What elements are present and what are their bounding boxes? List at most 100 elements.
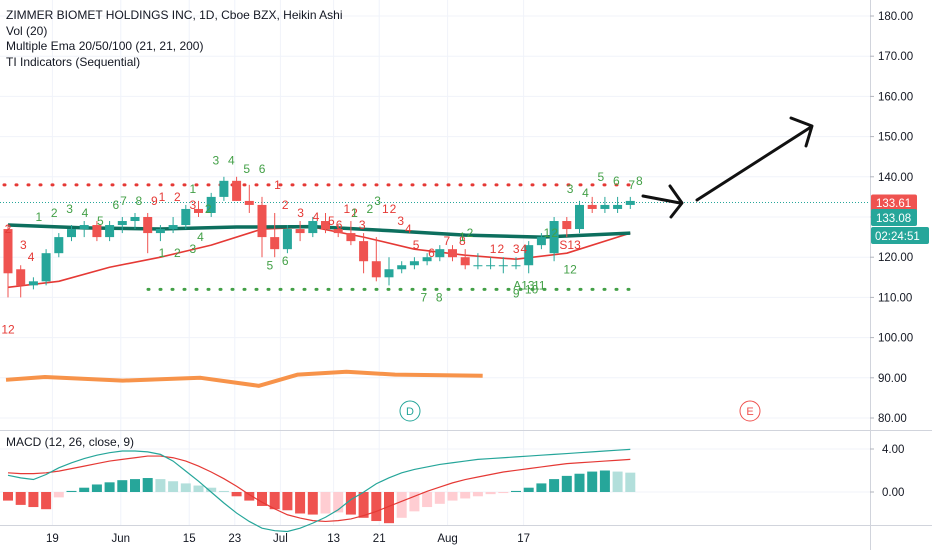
candle-down <box>244 200 254 205</box>
macd-histogram-bar <box>15 492 26 505</box>
macd-histogram-bar <box>485 492 496 495</box>
legend-ema[interactable]: Multiple Ema 20/50/100 (21, 21, 200) <box>6 39 203 53</box>
drawn-arrow-shaft-small[interactable] <box>641 194 682 205</box>
sequential-count-label: 2 <box>351 206 358 220</box>
time-tick-label: Aug <box>437 533 457 545</box>
candle-up <box>384 269 394 278</box>
price-tick-label: 150.00 <box>878 132 913 144</box>
drawn-arrow-head[interactable] <box>789 116 814 148</box>
macd-histogram-bar <box>447 492 458 501</box>
sequential-count-label: 1 <box>351 206 358 220</box>
sequential-count-label: 3 <box>513 242 520 256</box>
candle-up <box>397 265 407 270</box>
candle-down <box>562 221 572 230</box>
macd-histogram-bar <box>142 478 153 492</box>
legend-vol[interactable]: Vol (20) <box>6 24 47 38</box>
sequential-count-label: 1 <box>159 190 166 204</box>
macd-axis[interactable]: 4.00 0.00 <box>870 444 904 499</box>
macd-histogram-bar <box>295 492 306 514</box>
sequential-count-label: 2 <box>51 206 58 220</box>
legend-ti[interactable]: TI Indicators (Sequential) <box>6 55 140 69</box>
sequential-count-label: 4 <box>82 206 89 220</box>
sequential-count-label: 2 <box>551 226 558 240</box>
sequential-count-label: 4 <box>197 230 204 244</box>
time-tick-label: Jul <box>273 533 288 545</box>
macd-histogram-bar <box>561 475 572 492</box>
sequential-count-label: 3 <box>189 198 196 212</box>
candle-down <box>270 237 280 250</box>
macd-histogram <box>3 470 636 524</box>
sequential-count-label: A13 <box>513 278 535 292</box>
event-marker-letter: E <box>746 406 753 418</box>
legend-macd[interactable]: MACD (12, 26, close, 9) <box>6 435 134 449</box>
candle-up <box>105 225 115 238</box>
macd-histogram-bar <box>523 487 534 492</box>
macd-histogram-bar <box>511 490 521 492</box>
orange-sma-line <box>5 369 483 388</box>
macd-histogram-bar <box>358 492 369 518</box>
candle-up <box>524 245 534 266</box>
macd-histogram-bar <box>206 487 217 492</box>
macd-histogram-bar <box>130 479 140 492</box>
sequential-count-label: 1 <box>35 210 42 224</box>
event-marker-e[interactable]: E <box>739 400 761 422</box>
price-tick-label: 170.00 <box>878 51 913 63</box>
sequential-count-label: 6 <box>259 162 266 176</box>
macd-histogram-bar <box>66 490 77 492</box>
macd-histogram-bar <box>193 485 204 492</box>
price-tick-label: 100.00 <box>878 333 913 345</box>
macd-histogram-bar <box>307 492 318 515</box>
sequential-count-label: 3 <box>297 206 304 220</box>
sequential-count-label: 7 <box>628 178 635 192</box>
last-price-tag: 133.61 <box>871 194 917 212</box>
price-tick-label: 110.00 <box>878 292 912 304</box>
sequential-count-label: S13 <box>559 238 581 252</box>
macd-signal-line <box>7 455 631 523</box>
macd-histogram-bar <box>3 492 13 501</box>
sequential-count-label: 5 <box>328 214 335 228</box>
macd-histogram-bar <box>257 492 267 506</box>
price-tick-label: 90.00 <box>878 373 907 385</box>
candle-down <box>371 261 381 278</box>
drawn-arrow-head-right[interactable] <box>668 184 684 219</box>
sequential-count-label: 11 <box>533 278 546 292</box>
macd-histogram-bar <box>155 479 166 492</box>
candle-up <box>219 180 229 197</box>
macd-tick-label: 0.00 <box>882 487 904 499</box>
drawn-arrow-shaft[interactable] <box>695 125 813 202</box>
legend-title[interactable]: ZIMMER BIOMET HOLDINGS INC, 1D, Cboe BZX… <box>6 8 343 22</box>
candle-down <box>16 269 26 286</box>
price-axis[interactable]: 180.00170.00160.00150.00140.00130.00120.… <box>870 11 913 425</box>
sequential-count-label: 8 <box>436 290 443 304</box>
countdown-tag: 02:24:51 <box>871 227 929 244</box>
price-tick-label: 160.00 <box>878 91 913 103</box>
sequential-count-label: 9 <box>151 194 158 208</box>
macd-histogram-bar <box>91 484 102 492</box>
time-axis[interactable]: 19 Jun 15 23 Jul 13 21 Aug 17 <box>46 533 530 545</box>
sequential-count-label: 2 <box>497 242 504 256</box>
sequential-count-label: 2 <box>174 246 181 260</box>
macd-histogram-bar <box>320 492 331 514</box>
sequential-count-label: 2 <box>367 202 374 216</box>
macd-histogram-bar <box>218 490 229 492</box>
sequential-count-label: 2 <box>5 222 12 236</box>
last-price-text: 133.61 <box>876 198 911 210</box>
macd-histogram-bar <box>345 492 356 515</box>
time-tick-label: 21 <box>373 533 386 545</box>
macd-histogram-bar <box>625 472 636 492</box>
sequential-count-label: 1 <box>459 230 466 244</box>
candle-down <box>232 180 242 201</box>
candle-up <box>308 221 318 234</box>
macd-histogram-bar <box>384 492 394 524</box>
time-tick-label: 17 <box>517 533 530 545</box>
sequential-count-label: 1 <box>544 226 551 240</box>
macd-histogram-bar <box>536 483 547 492</box>
price-tick-label: 140.00 <box>878 172 913 184</box>
candle-down <box>333 229 343 234</box>
candle-up <box>41 253 51 282</box>
event-marker-d[interactable]: D <box>399 400 421 422</box>
ema-price-text: 133.08 <box>876 213 911 225</box>
sequential-count-label: 8 <box>459 234 466 248</box>
sequential-count-label: 5 <box>97 214 104 228</box>
